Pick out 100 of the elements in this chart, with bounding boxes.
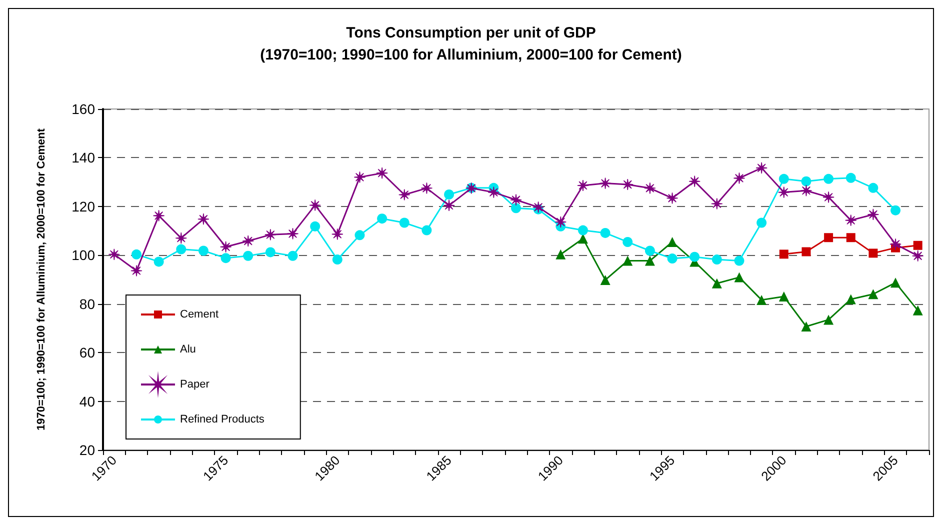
y-axis-title: 1970=100; 1990=100 for Alluminium, 2000=100 for Cement (36, 128, 48, 430)
legend-label: Cement (180, 308, 219, 320)
point (824, 233, 834, 242)
point (288, 250, 298, 261)
point (152, 210, 165, 222)
point (108, 248, 120, 260)
legend-label: Refined Products (180, 414, 265, 426)
point (310, 221, 320, 232)
point (666, 192, 678, 204)
point (801, 322, 812, 332)
point (667, 236, 678, 247)
point (377, 214, 388, 224)
point (846, 294, 856, 304)
point (644, 182, 656, 194)
chart-title: Tons Consumption per unit of GDP (1970=100; 1990=100 for Alluminium, 2000=100 for Cement) (260, 24, 682, 64)
point (824, 174, 834, 184)
point (154, 256, 164, 267)
point (600, 228, 610, 238)
point (242, 235, 254, 247)
y-tick-label: 140 (72, 150, 96, 166)
point (778, 186, 790, 198)
point (398, 188, 410, 201)
point (622, 178, 634, 190)
point (577, 180, 589, 192)
point (778, 292, 789, 302)
point (846, 233, 856, 242)
point (912, 305, 923, 316)
y-tick-label: 40 (79, 393, 96, 410)
legend-label: Paper (180, 378, 210, 390)
y-tick-label: 160 (72, 101, 96, 117)
point (131, 249, 142, 260)
point (175, 232, 188, 244)
point (176, 244, 186, 254)
point (890, 278, 901, 288)
point (265, 247, 276, 258)
point (578, 234, 588, 244)
point (554, 216, 567, 228)
y-tick-label: 60 (79, 344, 96, 361)
point (734, 272, 744, 282)
point (712, 278, 722, 288)
point (801, 176, 812, 186)
point (332, 254, 342, 265)
point (220, 240, 232, 253)
point (644, 256, 655, 266)
point (846, 172, 856, 183)
point (779, 250, 788, 259)
point (867, 208, 880, 220)
point (912, 250, 924, 262)
point (599, 177, 612, 190)
point (890, 238, 902, 250)
point (309, 199, 321, 212)
point (264, 228, 276, 241)
point (420, 182, 433, 194)
y-tick-label: 80 (79, 296, 96, 312)
point (243, 250, 254, 261)
point (712, 254, 722, 265)
point (511, 203, 521, 214)
point (756, 162, 768, 174)
legend-label: Alu (180, 344, 196, 356)
point (688, 175, 700, 188)
point (644, 246, 655, 256)
point (802, 247, 811, 256)
point (286, 228, 299, 240)
point (488, 186, 500, 198)
point (444, 189, 454, 200)
point (600, 274, 610, 285)
point (733, 172, 746, 184)
y-tick-label: 120 (72, 198, 96, 214)
point (913, 240, 922, 250)
point (756, 218, 767, 228)
point (578, 225, 588, 236)
point (667, 254, 678, 264)
point (868, 182, 878, 193)
point (354, 171, 366, 184)
point (690, 252, 700, 262)
point (622, 236, 633, 247)
point (510, 194, 522, 206)
point (130, 264, 142, 277)
point (422, 225, 432, 236)
point (844, 214, 857, 226)
point (198, 246, 208, 256)
point (822, 191, 834, 204)
point (868, 248, 878, 258)
point (800, 184, 812, 196)
point (824, 314, 834, 325)
y-tick-label: 100 (72, 247, 96, 264)
point (198, 213, 210, 225)
point (711, 198, 723, 210)
point (734, 256, 744, 266)
point (376, 167, 388, 179)
point (332, 228, 344, 240)
point (443, 200, 455, 212)
point (220, 253, 231, 264)
point (756, 294, 767, 305)
y-tick-label: 20 (79, 442, 96, 458)
point (556, 249, 566, 260)
point (868, 289, 878, 300)
point (399, 218, 410, 228)
point (778, 174, 789, 184)
point (890, 205, 901, 216)
